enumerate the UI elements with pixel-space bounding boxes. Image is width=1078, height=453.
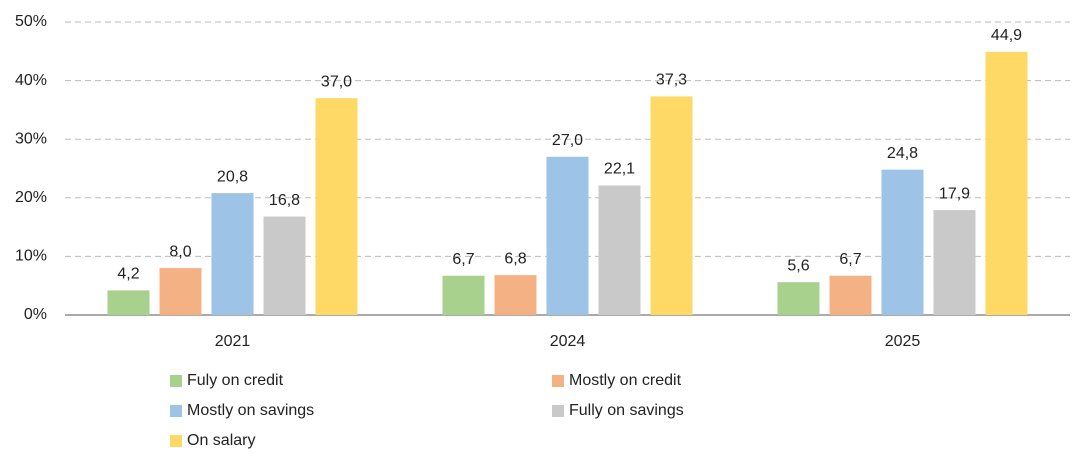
- y-tick-label: 50%: [15, 13, 47, 30]
- value-label: 6,7: [452, 251, 474, 268]
- bar: [546, 156, 589, 315]
- bar: [494, 275, 537, 315]
- legend-swatch: [170, 405, 182, 417]
- legend-swatch: [552, 375, 564, 387]
- value-label: 22,1: [604, 161, 635, 178]
- value-label: 44,9: [991, 27, 1022, 44]
- value-label: 24,8: [887, 145, 918, 162]
- value-label: 37,3: [656, 72, 687, 89]
- y-tick-label: 20%: [15, 189, 47, 206]
- legend-swatch: [170, 375, 182, 387]
- bar: [650, 96, 693, 315]
- y-tick-label: 10%: [15, 248, 47, 265]
- bar: [985, 51, 1028, 316]
- bar: [263, 216, 306, 315]
- value-label: 4,2: [117, 266, 139, 283]
- y-tick-label: 0%: [24, 306, 47, 323]
- value-label: 6,7: [839, 251, 861, 268]
- value-label: 8,0: [169, 243, 191, 260]
- bar: [598, 185, 641, 315]
- legend-label: Fully on savings: [569, 402, 684, 419]
- value-label: 16,8: [269, 192, 300, 209]
- value-label: 20,8: [217, 168, 248, 185]
- bar: [881, 169, 924, 315]
- bar: [159, 268, 202, 315]
- value-label: 37,0: [321, 73, 352, 90]
- legend-label: Fuly on credit: [187, 372, 284, 389]
- bar: [933, 210, 976, 315]
- legend-label: Mostly on credit: [569, 372, 682, 389]
- bar: [107, 290, 150, 315]
- x-tick-label: 2024: [550, 333, 586, 350]
- bar: [829, 275, 872, 315]
- legend-swatch: [552, 405, 564, 417]
- value-label: 6,8: [504, 250, 526, 267]
- y-tick-label: 30%: [15, 130, 47, 147]
- x-tick-label: 2021: [215, 333, 251, 350]
- bar: [315, 98, 358, 316]
- value-label: 17,9: [939, 185, 970, 202]
- legend-swatch: [170, 435, 182, 447]
- legend-label: On salary: [187, 432, 255, 449]
- bar: [211, 193, 254, 315]
- value-label: 5,6: [787, 257, 809, 274]
- y-tick-label: 40%: [15, 72, 47, 89]
- value-label: 27,0: [552, 132, 583, 149]
- legend-label: Mostly on savings: [187, 402, 314, 419]
- x-tick-label: 2025: [885, 333, 921, 350]
- bar: [442, 275, 485, 315]
- bar: [777, 282, 820, 315]
